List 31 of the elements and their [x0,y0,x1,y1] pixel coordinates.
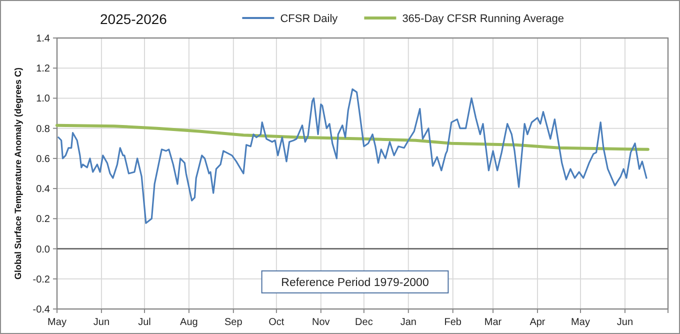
legend-label: 365-Day CFSR Running Average [402,13,564,25]
y-tick-label: 0.6 [36,154,50,165]
x-tick-label: Apr [530,317,546,328]
x-tick-label: Feb [444,317,462,328]
line-series [56,124,650,151]
x-tick-label: Sep [224,317,243,328]
y-tick-label: 1.2 [36,64,50,75]
y-tick-label: 1.0 [36,94,50,105]
x-tick-label: Jan [400,317,416,328]
y-tick-label: 0.0 [36,244,50,256]
y-tick-label: 1.4 [36,34,50,44]
x-tick-label: Aug [180,317,198,328]
line-series [58,88,648,224]
x-tick-label: Dec [355,317,373,328]
x-tick-label: Oct [268,317,284,328]
x-tick-label: May [48,317,66,328]
y-tick-label: 0.8 [36,124,50,135]
x-tick-label: Jun [616,317,634,328]
x-tick-label: Jun [93,317,110,328]
y-tick-label: -0.4 [32,304,50,316]
legend-label: CFSR Daily [280,13,338,25]
annotation: Reference Period 1979-2000 [281,276,429,289]
x-tick-label: Jul [138,317,151,328]
y-tick-label: 0.2 [36,214,50,226]
x-tick-label: Nov [312,317,330,328]
y-tick-label: 0.4 [36,184,50,196]
x-tick-label: Mar [484,317,502,328]
x-tick-label: May [571,317,590,328]
chart-title: 2025-2026 [100,11,168,27]
y-axis-title: Global Surface Temperature Anomaly (degrees C) [13,67,23,280]
y-tick-label: -0.2 [32,274,50,286]
